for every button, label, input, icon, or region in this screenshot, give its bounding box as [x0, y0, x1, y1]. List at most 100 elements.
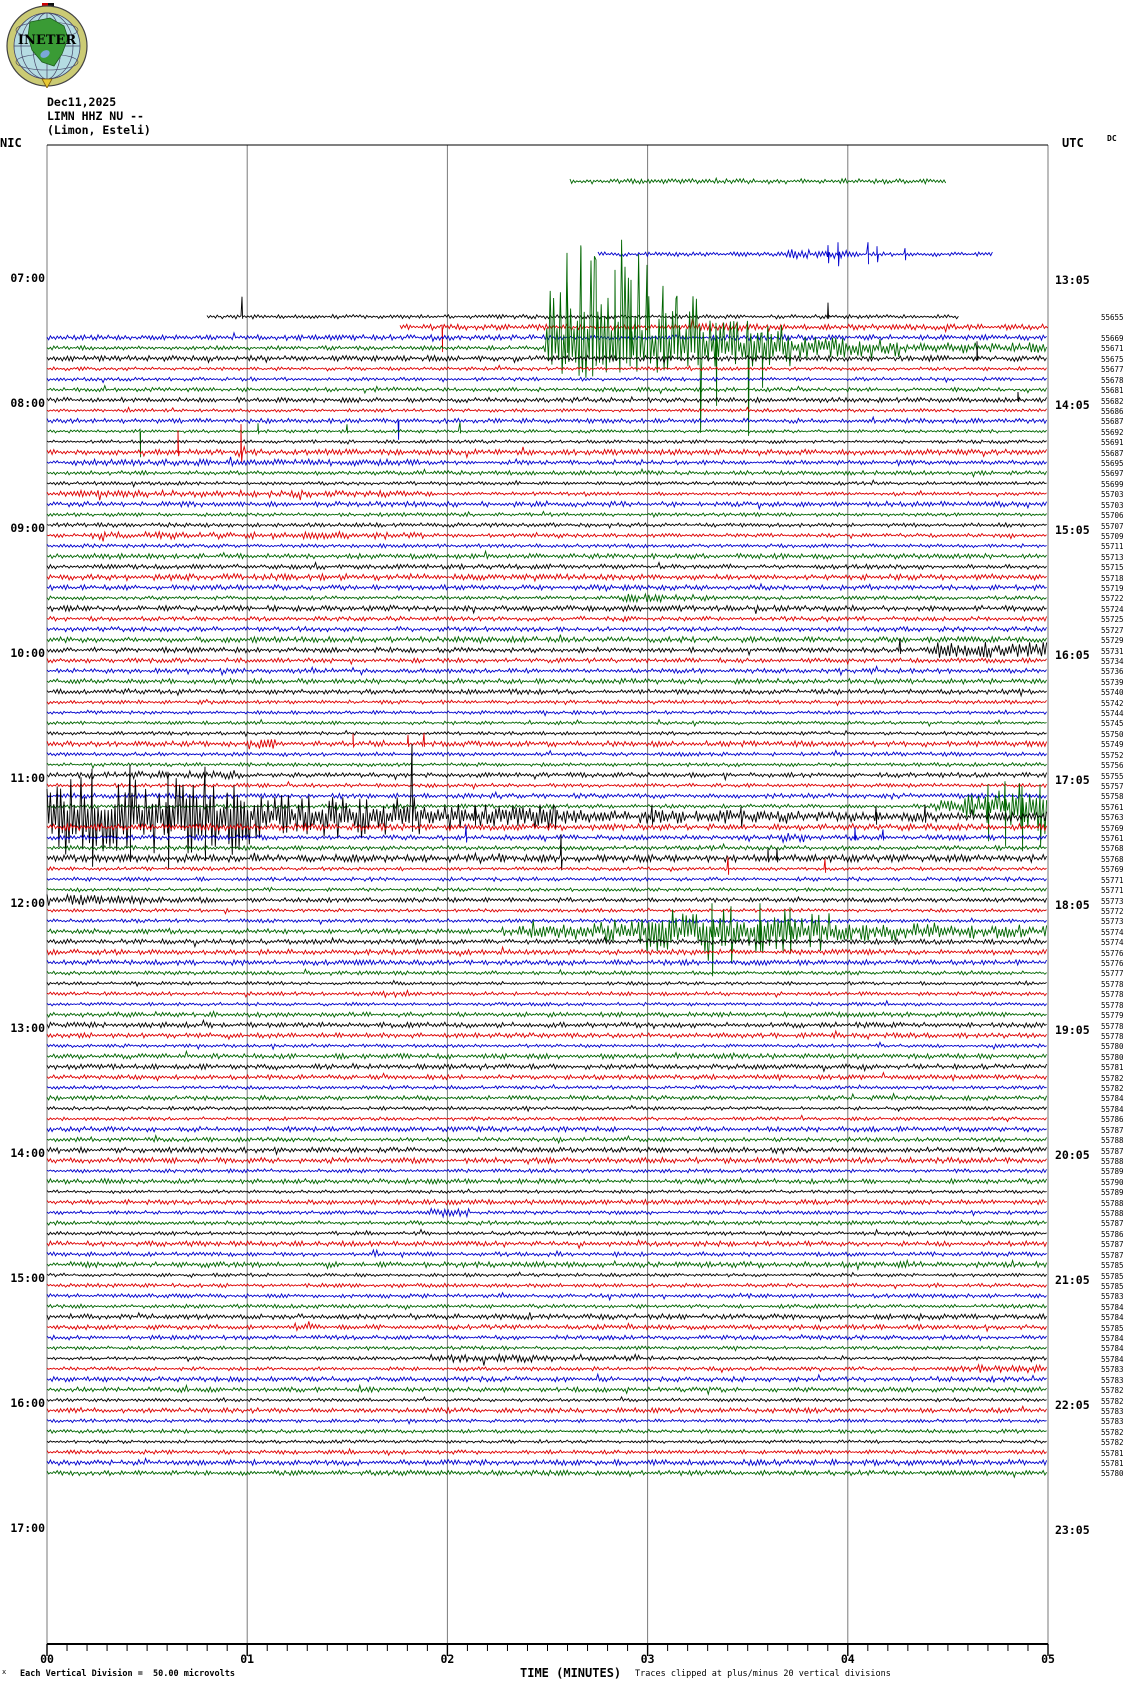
trace-line	[46, 1383, 1047, 1396]
right-time-label: 17:05	[1055, 772, 1090, 787]
trace-line	[46, 1238, 1048, 1250]
dc-offset-label: 55734	[1101, 656, 1124, 666]
dc-offset-label: 55699	[1101, 479, 1124, 489]
dc-offset-label: 55744	[1101, 709, 1124, 718]
trace-line	[46, 415, 1048, 440]
dc-offset-label: 55736	[1101, 667, 1124, 677]
trace-line	[46, 967, 1047, 977]
right-time-label: 13:05	[1055, 272, 1090, 287]
dc-offset-label: 55763	[1101, 813, 1124, 823]
left-time-label: 07:00	[10, 270, 45, 285]
left-time-label: 17:00	[10, 1520, 45, 1535]
dc-offset-label: 55756	[1101, 761, 1124, 771]
dc-offset-label: 55783	[1101, 1417, 1124, 1427]
trace-line	[46, 822, 1048, 833]
dc-offset-label: 55788	[1101, 1209, 1124, 1218]
trace-line	[46, 1071, 1048, 1082]
dc-offset-label: 55781	[1101, 1459, 1124, 1468]
left-time-label: 08:00	[10, 395, 45, 410]
trace-line	[46, 781, 1048, 852]
trace-line	[46, 1176, 1048, 1186]
trace-line	[46, 1219, 1047, 1227]
dc-offset-label: 55757	[1101, 781, 1124, 791]
trace-line	[46, 592, 1047, 604]
trace-line	[46, 856, 1047, 875]
trace-line	[46, 834, 1048, 871]
left-time-label: 09:00	[10, 520, 45, 535]
trace-line	[46, 572, 1047, 583]
trace-line	[46, 743, 1048, 869]
trace-line	[46, 1258, 1048, 1271]
dc-offset-label: 55784	[1101, 1344, 1124, 1354]
trace-line	[46, 709, 1047, 717]
dc-offset-label: 55783	[1101, 1375, 1124, 1385]
dc-offset-label: 55778	[1101, 1000, 1124, 1010]
nicaragua-map-icon	[27, 17, 69, 67]
location-line: (Limon, Esteli)	[47, 123, 151, 137]
trace-line	[46, 677, 1047, 686]
dc-offset-label: 55768	[1101, 844, 1124, 854]
dc-offset-label: 55677	[1101, 365, 1124, 375]
dc-offset-label: 55745	[1101, 719, 1124, 729]
dc-offset-label: 55675	[1101, 354, 1124, 364]
dc-offset-label: 55780	[1101, 1052, 1124, 1062]
trace-line	[46, 364, 1047, 372]
dc-offset-label: 55785	[1101, 1323, 1124, 1333]
footnote-scale: Each Vertical Division = 50.00 microvolt…	[20, 1669, 235, 1679]
left-time-label: 10:00	[10, 645, 45, 660]
trace-line	[46, 1114, 1047, 1123]
dc-offset-label: 55786	[1101, 1115, 1124, 1125]
x-tick-label: 04	[840, 1652, 855, 1666]
trace-line	[569, 176, 947, 185]
dc-offset-label: 55778	[1101, 979, 1124, 989]
dc-offset-label: 55771	[1101, 875, 1124, 885]
trace-line	[46, 422, 1047, 458]
trace-line	[46, 886, 1047, 893]
dc-offset-label: 55784	[1101, 1313, 1124, 1323]
trace-line	[46, 876, 1047, 883]
dc-offset-label: 55709	[1101, 531, 1124, 541]
dc-offset-label: 55781	[1101, 1063, 1124, 1073]
trace-line	[46, 1428, 1047, 1435]
trace-line	[46, 1291, 1047, 1302]
corner-glyph: x	[2, 1668, 7, 1676]
dc-offset-label: 55787	[1101, 1240, 1124, 1250]
dc-offset-label: 55782	[1101, 1396, 1124, 1406]
trace-line	[46, 1469, 1047, 1479]
trace-line	[46, 1352, 1047, 1366]
dc-offset-label: 55789	[1101, 1188, 1124, 1198]
dc-offset-label: 55776	[1101, 948, 1124, 958]
left-time-label: 14:00	[10, 1145, 45, 1160]
trace-line	[46, 1404, 1047, 1415]
trace-line	[46, 729, 1047, 738]
left-time-label: 11:00	[10, 770, 45, 785]
dc-offset-label: 55669	[1101, 334, 1124, 343]
trace-line	[46, 1303, 1047, 1311]
dc-offset-label: 55774	[1101, 927, 1124, 937]
trace-line	[46, 1418, 1047, 1426]
dc-offset-label: 55686	[1101, 406, 1124, 416]
trace-line	[46, 1062, 1048, 1073]
dc-offset-label: 55784	[1101, 1104, 1124, 1114]
dc-offset-label: 55724	[1101, 604, 1124, 614]
right-timezone-label: UTC	[1062, 136, 1084, 150]
dc-offset-label: 55786	[1101, 1229, 1124, 1239]
trace-line	[46, 560, 1047, 571]
trace-line	[46, 1271, 1047, 1279]
trace-line	[46, 1344, 1047, 1352]
trace-line	[46, 467, 1048, 479]
date-line: Dec11,2025	[47, 95, 117, 109]
dc-offset-label: 55715	[1101, 563, 1124, 573]
trace-line	[46, 1134, 1047, 1145]
trace-line	[46, 1372, 1047, 1384]
trace-line	[46, 625, 1047, 633]
dc-offset-label: 55769	[1101, 823, 1124, 833]
dc-offset-label: 55713	[1101, 552, 1124, 562]
dc-offset-label: 55782	[1101, 1427, 1124, 1437]
dc-offset-label: 55706	[1101, 511, 1124, 521]
dc-offset-label: 55789	[1101, 1167, 1124, 1177]
trace-line	[46, 1321, 1047, 1333]
dc-offset-label: 55687	[1101, 448, 1124, 458]
dc-offset-label: 55783	[1101, 1365, 1124, 1375]
